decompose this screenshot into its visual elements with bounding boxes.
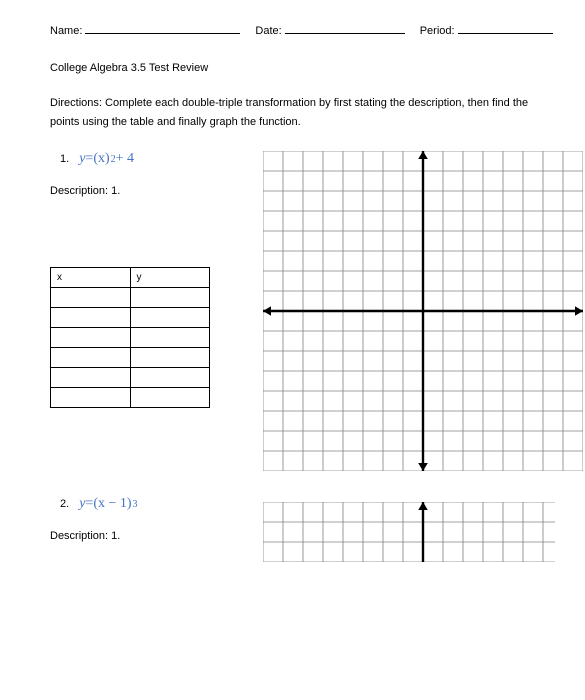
xy-table: x y: [50, 267, 210, 408]
date-label: Date:: [255, 25, 281, 37]
table-header-y: y: [130, 268, 210, 288]
table-row[interactable]: [51, 348, 210, 368]
period-label: Period:: [420, 25, 455, 37]
eq-base: (x − 1): [93, 496, 131, 512]
table-row[interactable]: [51, 388, 210, 408]
worksheet-page: Name: Date: Period: College Algebra 3.5 …: [0, 0, 585, 562]
eq-tail: + 4: [116, 151, 134, 167]
problem-1: 1. y = (x) 2 + 4 Description: 1. x y: [50, 151, 555, 471]
eq-base: (x): [93, 151, 109, 167]
description-1: Description: 1.: [50, 185, 245, 197]
equation-2: 2. y = (x − 1) 3: [60, 496, 245, 512]
coordinate-grid-2: [263, 502, 555, 562]
name-label: Name:: [50, 25, 82, 37]
eq-equals: =: [85, 151, 93, 167]
table-row[interactable]: [51, 328, 210, 348]
description-2: Description: 1.: [50, 530, 245, 542]
eq-equals: =: [85, 496, 93, 512]
problem-2: 2. y = (x − 1) 3 Description: 1.: [50, 496, 555, 562]
date-blank[interactable]: [285, 33, 405, 34]
page-title: College Algebra 3.5 Test Review: [50, 62, 555, 74]
problem-2-left: 2. y = (x − 1) 3 Description: 1.: [50, 496, 245, 542]
eq-exp: 3: [133, 499, 138, 510]
problem-number: 2.: [60, 498, 69, 510]
table-header-x: x: [51, 268, 131, 288]
coordinate-grid-1: [263, 151, 583, 471]
grid-svg-2: [263, 502, 555, 562]
period-blank[interactable]: [458, 33, 553, 34]
header-fields: Name: Date: Period:: [50, 25, 555, 37]
table-row[interactable]: [51, 288, 210, 308]
table-row[interactable]: [51, 368, 210, 388]
problem-number: 1.: [60, 153, 69, 165]
table-row[interactable]: [51, 308, 210, 328]
problem-1-left: 1. y = (x) 2 + 4 Description: 1. x y: [50, 151, 245, 408]
name-blank[interactable]: [85, 33, 240, 34]
directions-text: Directions: Complete each double-triple …: [50, 94, 555, 131]
grid-svg: [263, 151, 583, 471]
equation-1: 1. y = (x) 2 + 4: [60, 151, 245, 167]
